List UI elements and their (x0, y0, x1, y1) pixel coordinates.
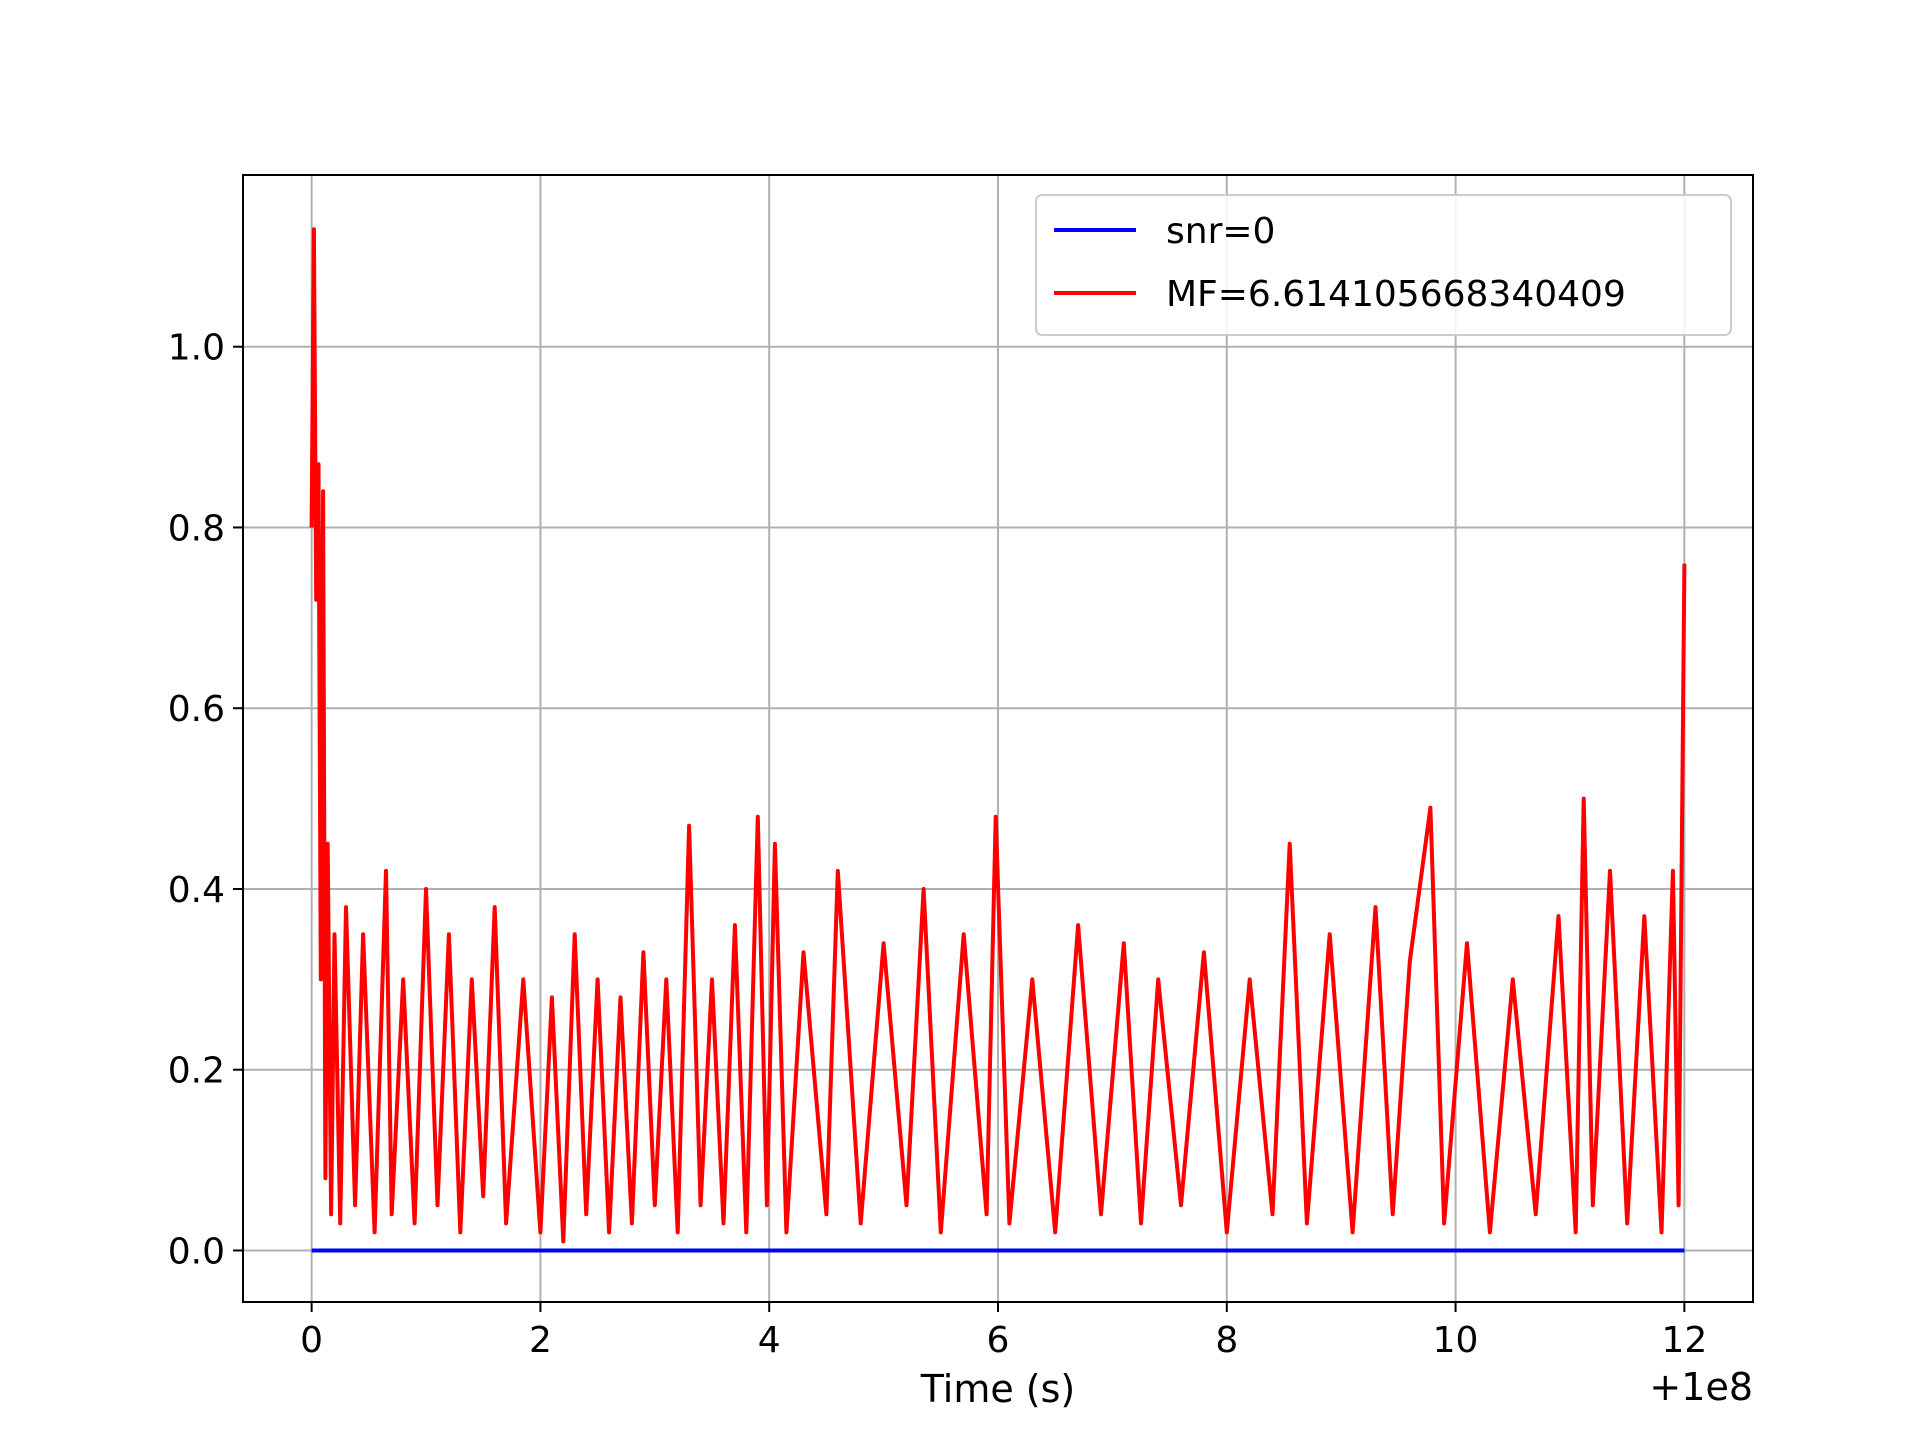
y-tick-label: 0.4 (168, 870, 225, 911)
x-axis-label: Time (s) (920, 1367, 1076, 1411)
x-tick-label: 8 (1215, 1320, 1238, 1361)
y-tick-label: 0.2 (168, 1051, 225, 1092)
x-axis-offset-label: +1e8 (1649, 1365, 1753, 1409)
y-tick-label: 0.8 (168, 508, 225, 549)
legend-box (1035, 194, 1732, 336)
x-tick-label: 0 (300, 1320, 323, 1361)
y-tick-label: 0.6 (168, 689, 225, 730)
x-tick-label: 2 (529, 1320, 552, 1361)
plot-area (309, 227, 1687, 1253)
y-tick-label: 0.0 (168, 1231, 225, 1272)
x-tick-label: 12 (1661, 1320, 1707, 1361)
legend: snr=0 MF=6.614105668340409 (1035, 194, 1732, 336)
legend-label: snr=0 (1166, 211, 1275, 252)
x-tick-label: 10 (1433, 1320, 1479, 1361)
series-line-mf (309, 227, 1687, 1244)
legend-label: MF=6.614105668340409 (1166, 274, 1626, 315)
x-tick-label: 4 (758, 1320, 781, 1361)
y-tick-label: 1.0 (168, 328, 225, 369)
x-tick-label: 6 (987, 1320, 1010, 1361)
ticks: 0 2 4 6 8 10 12 0.0 0.2 0.4 0.6 0.8 1.0 (168, 328, 1708, 1361)
